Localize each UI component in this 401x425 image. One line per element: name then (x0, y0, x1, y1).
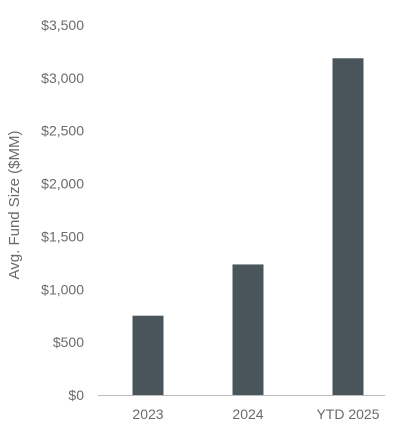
x-axis-ticks: 2023 2024 YTD 2025 (132, 406, 379, 422)
y-tick-label: $2,000 (41, 176, 84, 192)
y-tick-label: $3,500 (41, 17, 84, 33)
x-tick-label: 2024 (232, 406, 263, 422)
y-tick-label: $1,500 (41, 228, 84, 244)
y-tick-label: $500 (53, 334, 84, 350)
y-tick-label: $0 (68, 387, 84, 403)
bar (132, 315, 164, 395)
bar (332, 58, 364, 396)
bars-group (132, 58, 364, 396)
y-tick-label: $1,000 (41, 281, 84, 297)
x-tick-label: YTD 2025 (316, 406, 379, 422)
bar (232, 264, 264, 395)
y-tick-label: $3,000 (41, 70, 84, 86)
y-axis-title: Avg. Fund Size ($MM) (6, 131, 23, 280)
y-axis-ticks: $0 $500 $1,000 $1,500 $2,000 $2,500 $3,000 $3,5… (41, 17, 84, 403)
y-tick-label: $2,500 (41, 123, 84, 139)
x-tick-label: 2023 (132, 406, 163, 422)
